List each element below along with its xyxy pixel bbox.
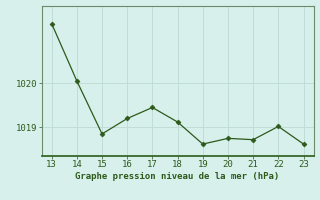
X-axis label: Graphe pression niveau de la mer (hPa): Graphe pression niveau de la mer (hPa) bbox=[76, 172, 280, 181]
